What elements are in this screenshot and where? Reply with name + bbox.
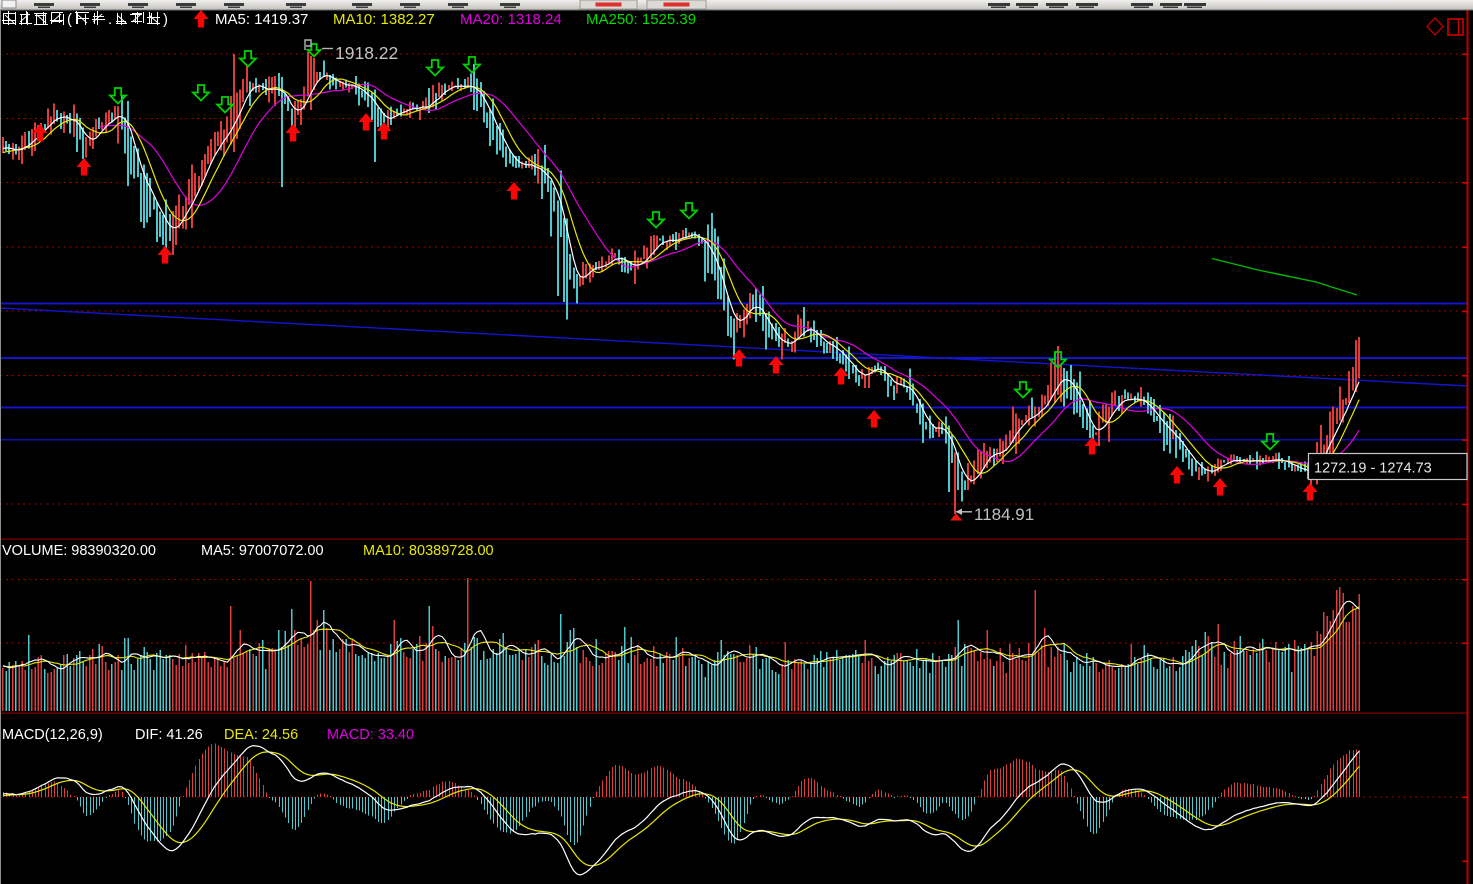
svg-text:.: . xyxy=(108,11,112,28)
svg-text:): ) xyxy=(163,11,168,28)
svg-text:1272.19 - 1274.73: 1272.19 - 1274.73 xyxy=(1314,461,1432,477)
svg-text:DIF: 41.26: DIF: 41.26 xyxy=(135,727,203,743)
svg-text:MA250: 1525.39: MA250: 1525.39 xyxy=(586,11,696,28)
svg-text:MA5: 97007072.00: MA5: 97007072.00 xyxy=(201,543,324,559)
svg-text:MA20: 1318.24: MA20: 1318.24 xyxy=(460,11,562,28)
svg-text:(: ( xyxy=(67,11,72,28)
svg-text:MACD: 33.40: MACD: 33.40 xyxy=(327,727,414,743)
svg-text:1918.22: 1918.22 xyxy=(335,43,398,63)
svg-text:VOLUME: 98390320.00: VOLUME: 98390320.00 xyxy=(2,543,156,559)
svg-text:MA5: 1419.37: MA5: 1419.37 xyxy=(215,11,308,28)
svg-text:1184.91: 1184.91 xyxy=(974,505,1034,524)
svg-text:MA10: 1382.27: MA10: 1382.27 xyxy=(333,11,435,28)
svg-text:DEA: 24.56: DEA: 24.56 xyxy=(224,727,298,743)
svg-text:MACD(12,26,9): MACD(12,26,9) xyxy=(2,727,103,743)
svg-text:MA10: 80389728.00: MA10: 80389728.00 xyxy=(363,543,494,559)
